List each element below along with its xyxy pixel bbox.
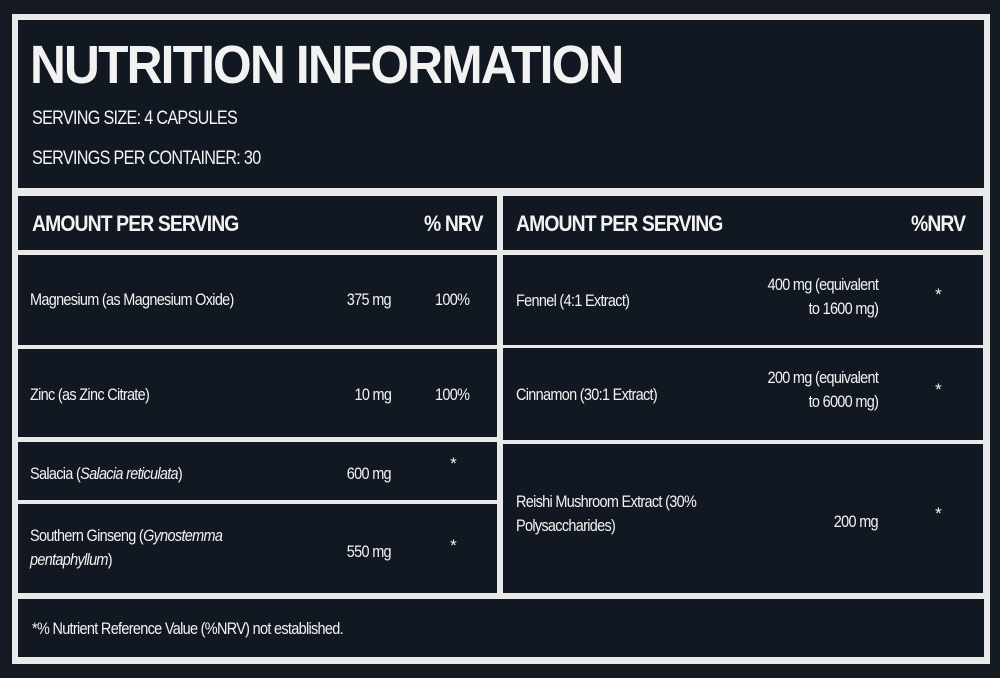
column-header-amount: AMOUNT PER SERVING	[516, 211, 723, 236]
nutrient-name: Magnesium (as Magnesium Oxide)	[30, 290, 234, 309]
table-row: Zinc (as Zinc Citrate) 10 mg 100%	[18, 349, 497, 437]
page-title: NUTRITION INFORMATION	[30, 35, 624, 95]
column-header-nrv: %NRV	[911, 211, 966, 236]
serving-size: SERVING SIZE: 4 CAPSULES	[32, 108, 238, 129]
nutrient-name: Southern Ginseng (Gynostemma pentaphyllu…	[30, 526, 223, 569]
nutrient-nrv: *	[935, 285, 942, 304]
nutrient-amount: 200 mg	[833, 512, 879, 531]
footer-note: *% Nutrient Reference Value (%NRV) not e…	[32, 619, 344, 638]
nutrient-name: Salacia (Salacia reticulata)	[30, 464, 183, 483]
title-section: NUTRITION INFORMATION SERVING SIZE: 4 CA…	[18, 20, 984, 188]
right-table-header: AMOUNT PER SERVING %NRV	[503, 196, 983, 250]
column-header-nrv: % NRV	[424, 211, 484, 236]
nutrient-amount: 10 mg	[354, 385, 391, 404]
table-row: Southern Ginseng (Gynostemma pentaphyllu…	[18, 504, 497, 593]
nutrient-name: Fennel (4:1 Extract)	[516, 291, 630, 310]
column-header-amount: AMOUNT PER SERVING	[32, 211, 239, 236]
nutrient-nrv: *	[450, 454, 457, 473]
nutrient-amount: 400 mg (equivalent to 1600 mg)	[767, 275, 878, 318]
table-row: Salacia (Salacia reticulata) 600 mg *	[18, 442, 497, 500]
nutrient-name: Reishi Mushroom Extract (30% Polysacchari…	[516, 492, 697, 535]
nutrient-amount: 600 mg	[346, 464, 392, 483]
nutrient-name: Cinnamon (30:1 Extract)	[516, 385, 658, 404]
nutrient-nrv: *	[450, 536, 457, 555]
nutrient-nrv: *	[935, 380, 942, 399]
nutrient-nrv: 100%	[434, 290, 470, 309]
nutrient-amount: 375 mg	[346, 290, 392, 309]
servings-per-container: SERVINGS PER CONTAINER: 30	[32, 148, 261, 169]
nutrient-name: Zinc (as Zinc Citrate)	[30, 385, 150, 404]
nutrient-nrv: 100%	[434, 385, 470, 404]
left-table-header: AMOUNT PER SERVING % NRV	[18, 196, 497, 250]
table-row: Fennel (4:1 Extract) 400 mg (equivalent t…	[503, 255, 983, 345]
table-row: Reishi Mushroom Extract (30% Polysacchari…	[503, 444, 983, 593]
table-row: Magnesium (as Magnesium Oxide) 375 mg 10…	[18, 255, 497, 345]
table-row: Cinnamon (30:1 Extract) 200 mg (equivale…	[503, 348, 983, 440]
nutrient-nrv: *	[935, 504, 942, 523]
nutrient-amount: 200 mg (equivalent to 6000 mg)	[767, 368, 878, 411]
nutrient-amount: 550 mg	[346, 542, 392, 561]
footer-note-section: *% Nutrient Reference Value (%NRV) not e…	[18, 599, 984, 657]
